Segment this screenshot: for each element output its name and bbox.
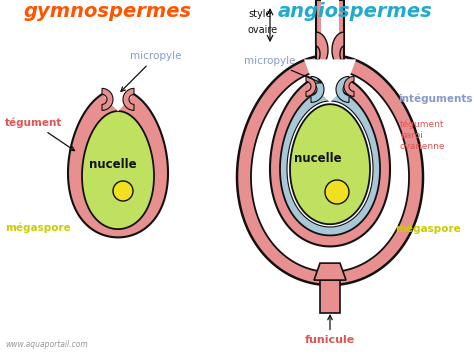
Polygon shape (237, 55, 423, 285)
Circle shape (325, 180, 349, 204)
Polygon shape (336, 76, 349, 102)
Text: tégument
paroi
ovarienne: tégument paroi ovarienne (400, 119, 446, 151)
Polygon shape (332, 32, 344, 68)
Circle shape (113, 181, 133, 201)
Polygon shape (123, 88, 134, 110)
Polygon shape (82, 111, 154, 229)
Polygon shape (280, 89, 380, 235)
Polygon shape (316, 0, 344, 60)
Polygon shape (68, 89, 168, 237)
Polygon shape (320, 280, 340, 313)
Text: style: style (248, 9, 272, 19)
Polygon shape (314, 263, 346, 280)
Polygon shape (321, 0, 339, 60)
Polygon shape (304, 59, 356, 102)
Polygon shape (306, 76, 316, 97)
Text: gymnospermes: gymnospermes (24, 2, 192, 21)
Polygon shape (97, 69, 139, 111)
Text: www.aquaportail.com: www.aquaportail.com (5, 340, 88, 349)
Polygon shape (102, 88, 113, 110)
Polygon shape (287, 101, 373, 227)
Text: angiospermes: angiospermes (278, 2, 432, 21)
Text: intéguments: intéguments (398, 94, 473, 104)
Polygon shape (316, 32, 328, 68)
Polygon shape (311, 76, 324, 102)
Text: micropyle: micropyle (121, 51, 182, 92)
Text: micropyle: micropyle (244, 56, 321, 83)
Polygon shape (290, 104, 370, 224)
Polygon shape (270, 75, 390, 246)
Text: mégaspore: mégaspore (395, 224, 461, 234)
Text: nucelle: nucelle (89, 158, 137, 171)
Text: tégument: tégument (5, 118, 74, 151)
Text: mégaspore: mégaspore (5, 223, 71, 233)
Text: ovaire: ovaire (248, 25, 278, 35)
Polygon shape (344, 76, 354, 97)
Text: funicule: funicule (305, 315, 355, 345)
Polygon shape (251, 70, 409, 272)
Text: nucelle: nucelle (294, 153, 342, 165)
